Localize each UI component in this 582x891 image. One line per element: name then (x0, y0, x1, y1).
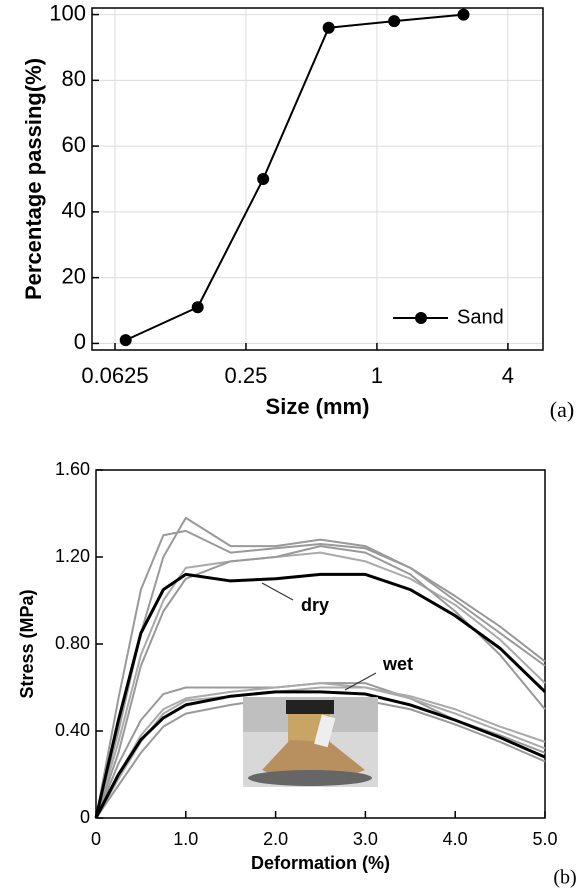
y-tick-label: 1.20 (55, 546, 90, 566)
y-axis-label: Percentage passing(%) (21, 58, 46, 300)
series-line (95, 545, 546, 819)
y-tick-label: 0 (74, 329, 86, 354)
chart: 0 20 40 60 80 100 0.0625 0.25 1 4 Size (mm) Percent… (21, 0, 574, 422)
series-line (95, 682, 546, 819)
legend-marker (415, 312, 427, 324)
annotation: dry (301, 595, 329, 615)
series-line (125, 13, 464, 342)
x-tick-label: 5.0 (532, 829, 557, 849)
y-tick-label: 1.60 (55, 459, 90, 479)
point (388, 15, 401, 28)
y-tick-label: 0 (80, 807, 90, 827)
plot-frame (95, 469, 546, 819)
y-tick-label: 20 (62, 263, 86, 288)
y-tick-label: 0.40 (55, 720, 90, 740)
plot-frame (91, 7, 544, 351)
annotation: wet (382, 654, 413, 674)
y-tick-label: 60 (62, 132, 86, 157)
annotation-arrow (344, 672, 377, 691)
chart: 0 0.40 0.80 1.20 1.60 0 1.0 2.0 3.0 4.0 5.0 Deforma… (17, 459, 577, 889)
point (191, 301, 204, 314)
x-tick-label: 3.0 (353, 829, 378, 849)
series-line (95, 529, 546, 819)
x-tick-label: 4 (502, 363, 514, 388)
x-tick-label: 0.0625 (81, 363, 148, 388)
y-tick-label: 40 (62, 198, 86, 223)
x-axis-label: Size (mm) (266, 394, 370, 419)
series-line (94, 572, 547, 819)
point (119, 334, 132, 347)
panel-label: (a) (550, 397, 574, 422)
legend-label: Sand (457, 306, 504, 328)
x-tick-label: 4.0 (443, 829, 468, 849)
point (257, 173, 270, 185)
x-tick-label: 1.0 (173, 829, 198, 849)
x-tick-label: 0 (91, 829, 101, 849)
y-tick-label: 80 (62, 66, 86, 91)
y-tick-label: 0.80 (55, 633, 90, 653)
point (322, 21, 335, 34)
x-tick-label: 1 (371, 363, 383, 388)
y-axis-label: Stress (MPa) (17, 589, 37, 698)
x-tick-label: 0.25 (225, 363, 268, 388)
panel-label: (b) (553, 867, 576, 889)
inset-photo (243, 697, 378, 787)
series-line (94, 690, 546, 819)
point (457, 8, 470, 21)
y-tick-label: 100 (49, 0, 86, 25)
x-tick-label: 2.0 (263, 829, 288, 849)
x-axis-label: Deformation (%) (251, 853, 390, 873)
annotation-arrow (261, 582, 294, 601)
